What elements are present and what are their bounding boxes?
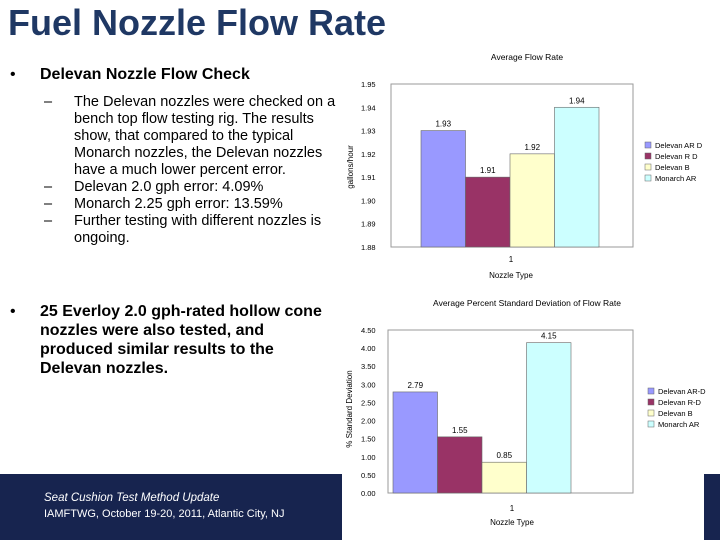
- bar: [465, 176, 511, 248]
- x-axis-label: Nozzle Type: [490, 518, 534, 527]
- x-axis-label: Nozzle Type: [489, 271, 533, 280]
- y-tick-label: 1.95: [361, 80, 376, 89]
- data-label: 1.91: [480, 166, 496, 175]
- data-label: 2.79: [407, 381, 423, 390]
- sub-bullet-text: The Delevan nozzles were checked on a be…: [74, 94, 336, 178]
- sub-bullet-text: Delevan 2.0 gph error: 4.09%: [74, 179, 264, 195]
- y-tick-label: 0.00: [361, 489, 376, 498]
- y-tick-label: 0.50: [361, 471, 376, 480]
- y-tick-label: 1.90: [361, 196, 376, 205]
- legend-entry: Delevan B: [655, 163, 690, 172]
- y-axis-label: % Standard Deviation: [345, 370, 354, 447]
- sub-bullet-list: – The Delevan nozzles were checked on a b…: [8, 94, 338, 247]
- bar: [392, 391, 438, 494]
- dash-icon: –: [44, 196, 53, 212]
- footer-title: Seat Cushion Test Method Update: [44, 492, 220, 504]
- bar: [509, 153, 555, 248]
- y-tick-label: 3.00: [361, 380, 376, 389]
- legend-entry: Monarch AR: [658, 420, 700, 429]
- std-deviation-chart: Average Percent Standard Deviation of Fl…: [345, 298, 706, 527]
- bar: [526, 342, 572, 494]
- bar: [420, 130, 466, 248]
- legend-entry: Delevan AR-D: [658, 387, 706, 396]
- y-axis-label: gallons/hour: [346, 145, 355, 189]
- legend-entry: Delevan AR D: [655, 141, 703, 150]
- legend-swatch: [647, 420, 655, 428]
- sub-bullet-text: Monarch 2.25 gph error: 13.59%: [74, 196, 283, 212]
- flow-rate-chart: Average Flow Rate 1.95 1.94 1.93 1.92 1.91 1.9…: [346, 52, 703, 280]
- y-tick-label: 1.91: [361, 173, 376, 182]
- footer-event: IAMFTWG, October 19-20, 2011, Atlantic C…: [44, 508, 285, 520]
- y-tick-label: 1.92: [361, 150, 376, 159]
- chart-title: Average Flow Rate: [491, 52, 563, 62]
- chart-title: Average Percent Standard Deviation of Fl…: [433, 298, 621, 308]
- y-tick-label: 2.50: [361, 398, 376, 407]
- slide-title: Fuel Nozzle Flow Rate: [8, 2, 387, 43]
- y-tick-label: 1.89: [361, 220, 376, 229]
- bullet-dot-icon: •: [10, 66, 16, 83]
- data-label: 1.93: [435, 120, 451, 129]
- footer-bar: Seat Cushion Test Method Update IAMFTWG,…: [0, 474, 342, 540]
- legend-entry: Delevan R D: [655, 152, 698, 161]
- legend-entry: Delevan B: [658, 409, 693, 418]
- sub-bullet: – Further testing with different nozzles …: [8, 213, 338, 247]
- sub-bullet: – Monarch 2.25 gph error: 13.59%: [8, 196, 338, 213]
- legend-swatch: [644, 152, 652, 160]
- data-label: 1.55: [452, 426, 468, 435]
- sub-bullet: – The Delevan nozzles were checked on a b…: [8, 94, 338, 179]
- data-label: 4.15: [541, 332, 557, 341]
- bar: [554, 106, 600, 248]
- legend-swatch: [647, 398, 655, 406]
- data-label: 1.92: [524, 143, 540, 152]
- y-tick-label: 4.50: [361, 326, 376, 335]
- data-label: 1.94: [569, 96, 585, 105]
- legend-swatch: [644, 163, 652, 171]
- bar: [481, 461, 527, 494]
- sub-bullet: – Delevan 2.0 gph error: 4.09%: [8, 179, 338, 196]
- sub-bullet-text: Further testing with different nozzles i…: [74, 213, 322, 246]
- bullet-main-text: Delevan Nozzle Flow Check: [40, 66, 250, 83]
- bar: [437, 436, 483, 494]
- bullet-secondary-text: 25 Everloy 2.0 gph-rated hollow cone noz…: [40, 303, 322, 377]
- legend-swatch: [644, 174, 652, 182]
- dash-icon: –: [44, 179, 53, 195]
- dash-icon: –: [44, 213, 53, 229]
- y-tick-label: 1.94: [361, 103, 376, 112]
- y-tick-label: 1.50: [361, 435, 376, 444]
- y-tick-label: 2.00: [361, 417, 376, 426]
- y-tick-label: 1.00: [361, 453, 376, 462]
- bullet-dot-icon: •: [10, 303, 16, 320]
- dash-icon: –: [44, 94, 53, 110]
- legend-swatch: [647, 387, 655, 395]
- footer-stripe: [704, 474, 720, 540]
- y-tick-label: 4.00: [361, 344, 376, 353]
- x-tick-label: 1: [509, 255, 514, 264]
- y-tick-label: 1.93: [361, 127, 376, 136]
- data-label: 0.85: [496, 451, 512, 460]
- legend-entry: Delevan R-D: [658, 398, 702, 407]
- legend-swatch: [647, 409, 655, 417]
- legend-entry: Monarch AR: [655, 174, 697, 183]
- y-tick-label: 1.88: [361, 243, 376, 252]
- legend-swatch: [644, 141, 652, 149]
- x-tick-label: 1: [510, 504, 515, 513]
- y-tick-label: 3.50: [361, 362, 376, 371]
